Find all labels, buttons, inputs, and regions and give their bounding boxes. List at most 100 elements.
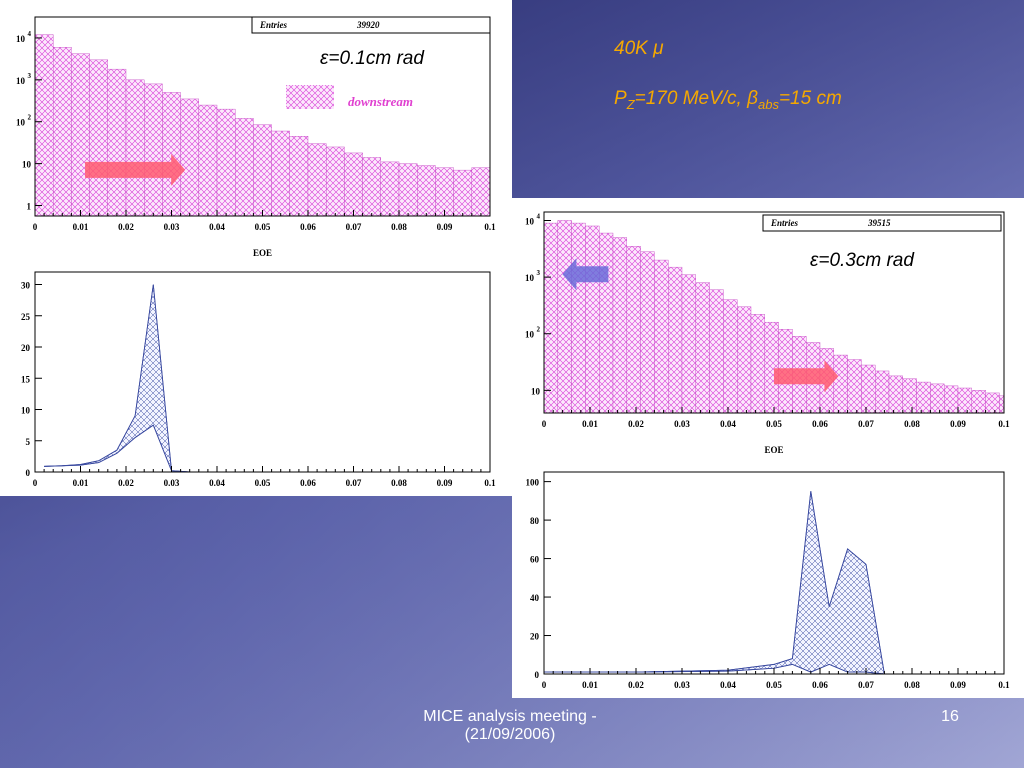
x-tick-label: 0.04 [720, 419, 736, 429]
band-area [544, 491, 1004, 675]
x-tick-label: 0.04 [720, 680, 736, 690]
y-tick-exponent: 4 [28, 30, 32, 38]
y-tick-label: 10 [16, 76, 26, 86]
hist-bar [764, 321, 779, 414]
hist-bar [902, 378, 917, 414]
x-tick-label: 0.06 [812, 680, 828, 690]
y-tick-label: 10 [22, 160, 32, 170]
y-tick-label: 0 [26, 468, 31, 478]
legend-swatch [286, 85, 334, 109]
hist-bar [612, 237, 628, 414]
hist-bar [654, 259, 669, 414]
hist-bar [143, 83, 163, 217]
x-tick-label: 0.03 [164, 478, 180, 488]
x-tick-label: 0 [33, 222, 38, 232]
y-tick-label: 10 [21, 406, 31, 416]
hist-bar [833, 354, 848, 414]
y-tick-label: 10 [525, 273, 535, 283]
hist-bar [53, 47, 72, 217]
hist-bar [681, 274, 697, 414]
stats-entries-value: 39515 [867, 218, 891, 228]
y-tick-label: 10 [525, 216, 535, 226]
plot-frame [543, 471, 1005, 675]
x-tick-label: 0.1 [998, 680, 1010, 690]
x-tick-label: 0.04 [209, 478, 225, 488]
y-tick-label: 100 [526, 478, 540, 488]
y-tick-exponent: 3 [537, 269, 541, 277]
chart-bottom-right: 0 0.01 0.02 0.03 0.04 0.05 0.06 0.07 0.08 0.09 0.1… [526, 471, 1010, 690]
stats-entries-value: 39920 [356, 20, 380, 30]
x-tick-label: 0.1 [484, 222, 496, 232]
y-tick-label: 1 [27, 202, 32, 212]
x-tick-label: 0.01 [73, 478, 89, 488]
hist-bar [709, 289, 724, 414]
hist-bar [571, 222, 586, 414]
page-number: 16 [941, 708, 959, 725]
band-upper-line [44, 284, 490, 473]
hist-bar [999, 395, 1005, 414]
hist-bar [861, 364, 876, 414]
arrow-left [562, 258, 609, 291]
hist-bar [695, 282, 710, 414]
right-figure-svg: 0 0.01 0.02 0.03 0.04 0.05 0.06 0.07 0.08 0.09 0.1… [525, 211, 1010, 690]
plot-frame [34, 271, 491, 473]
hist-bar [271, 130, 291, 217]
y-tick-label: 80 [530, 516, 540, 526]
y-tick-label: 5 [26, 437, 31, 447]
y-tick-label: 10 [16, 118, 26, 128]
x-tick-label: 0.02 [118, 222, 134, 232]
right-figure-panel: 0 0.01 0.02 0.03 0.04 0.05 0.06 0.07 0.08 0.09 0.1… [512, 198, 1024, 698]
x-tick-label: 0.08 [391, 478, 407, 488]
hist-bar [71, 53, 90, 217]
header-line-1: 40K μ [614, 38, 664, 59]
band-lower-line [44, 424, 490, 473]
chart-top-right: 0 0.01 0.02 0.03 0.04 0.05 0.06 0.07 0.08 0.09 0.1… [525, 211, 1010, 455]
x-tick-label: 0.06 [300, 222, 316, 232]
y-tick-label: 40 [530, 593, 540, 603]
left-figure-panel: 0 0.01 0.02 0.03 0.04 0.05 0.06 0.07 0.08 0.09 0.1… [0, 0, 512, 496]
hist-bar [930, 383, 945, 414]
x-tick-label: 0.1 [998, 419, 1010, 429]
x-tick-label: 0.05 [255, 222, 271, 232]
chart-bottom-left: 0 0.01 0.02 0.03 0.04 0.05 0.06 0.07 0.08 0.09 0.1… [21, 271, 496, 488]
hist-bar [736, 306, 752, 414]
arrow-right [774, 360, 839, 393]
epsilon-label-left: ε=0.1cm rad [320, 48, 424, 69]
x-tick-label: 0.08 [904, 419, 920, 429]
x-tick-label: 0.07 [346, 222, 362, 232]
hist-bar [89, 59, 108, 217]
y-tick-label: 15 [21, 374, 31, 384]
x-tick-label: 0.01 [582, 680, 598, 690]
x-tick-label: 0.01 [73, 222, 89, 232]
x-tick-label: 0.03 [674, 419, 690, 429]
left-figure-svg: 0 0.01 0.02 0.03 0.04 0.05 0.06 0.07 0.08 0.09 0.1… [16, 16, 496, 488]
x-tick-label: 0.09 [437, 478, 453, 488]
y-tick-exponent: 3 [28, 72, 32, 80]
hist-bar [847, 359, 862, 414]
y-tick-label: 0 [535, 670, 540, 680]
band-upper-line [544, 491, 1004, 675]
hist-bar [307, 143, 327, 217]
hist-bar [180, 98, 200, 217]
hist-bar [362, 157, 382, 217]
y-tick-label: 20 [21, 343, 31, 353]
x-tick-label: 0 [33, 478, 38, 488]
chart-top-left: 0 0.01 0.02 0.03 0.04 0.05 0.06 0.07 0.08 0.09 0.1… [16, 16, 496, 258]
hist-bar [971, 390, 986, 414]
hist-bar [557, 220, 572, 414]
hist-bar [162, 92, 181, 217]
hist-bar [875, 370, 890, 414]
band-area [44, 284, 490, 473]
x-tick-label: 0.06 [812, 419, 828, 429]
x-tick-label: 0.07 [858, 419, 874, 429]
hist-bar [344, 152, 363, 217]
x-tick-label: 0.09 [437, 222, 453, 232]
x-tick-label: 0.08 [904, 680, 920, 690]
hist-bar [916, 381, 931, 414]
hist-bar [471, 167, 491, 217]
y-tick-label: 10 [525, 330, 535, 340]
x-tick-label: 0.02 [118, 478, 134, 488]
hist-bar [417, 165, 436, 217]
y-tick-label: 25 [21, 312, 31, 322]
hist-bar [198, 104, 218, 217]
